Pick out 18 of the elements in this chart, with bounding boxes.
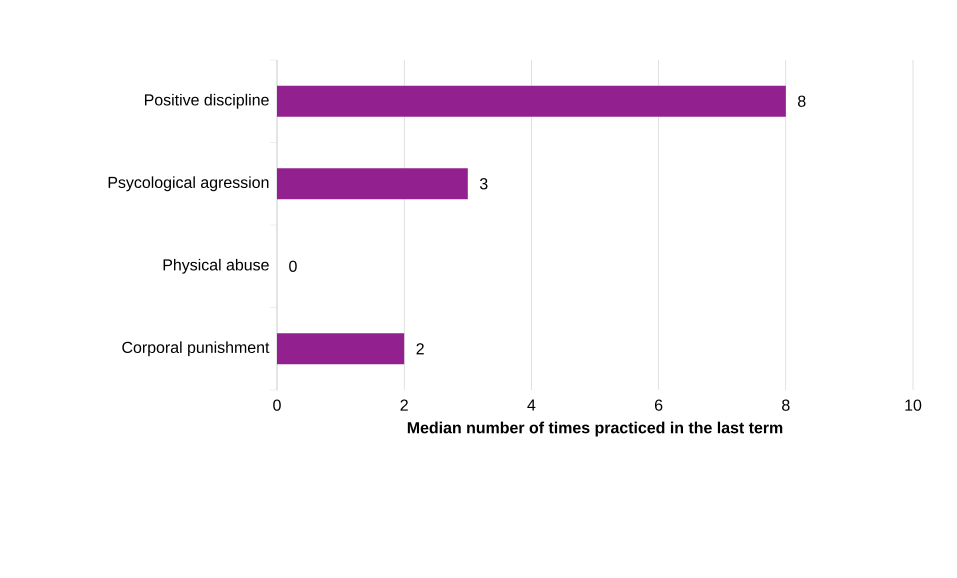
x-tick-label: 2 <box>400 400 408 411</box>
y-tick-label: Psycological agression <box>108 176 268 192</box>
bar <box>277 86 786 117</box>
data-label: 8 <box>798 96 806 107</box>
y-tick-label: Corporal punishment <box>122 341 270 356</box>
bar <box>277 168 468 200</box>
x-axis-title: Median number of times practiced in the last term <box>408 422 782 437</box>
data-label: 0 <box>289 260 297 272</box>
x-tick-label: 0 <box>273 400 281 411</box>
data-label: 3 <box>480 178 488 190</box>
x-tick-label: 10 <box>905 400 922 411</box>
x-tick-label: 6 <box>654 400 662 411</box>
data-label: 2 <box>416 343 424 354</box>
bar <box>277 333 404 364</box>
y-tick-label: Physical abuse <box>164 258 269 274</box>
x-tick-label: 4 <box>527 400 536 410</box>
y-tick-label: Positive discipline <box>144 94 269 109</box>
x-tick-label: 8 <box>782 400 790 411</box>
